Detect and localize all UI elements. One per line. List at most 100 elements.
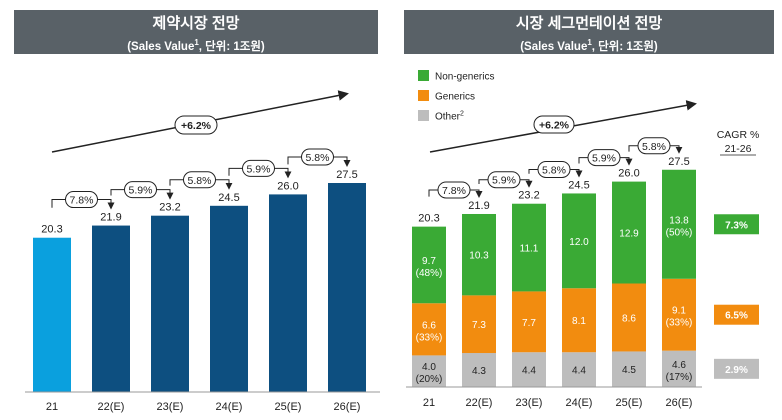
growth-label-pill bbox=[65, 191, 98, 209]
stacked-segment bbox=[512, 291, 546, 353]
right-stacked-bar-chart: Non-genericsGenericsOther24.0(20%)6.6(33… bbox=[406, 70, 760, 409]
segment-value-label: 4.4 bbox=[522, 366, 536, 377]
growth-label: 7.8% bbox=[442, 185, 466, 197]
growth-label: 5.8% bbox=[542, 164, 566, 176]
right-chart-subtitle: (Sales Value1, 단위: 1조원) bbox=[520, 38, 658, 53]
segment-share-label: (48%) bbox=[416, 268, 443, 279]
stacked-segment bbox=[462, 213, 496, 296]
cagr-pill bbox=[174, 115, 218, 135]
segment-value-label: 9.7 bbox=[422, 256, 436, 267]
x-tick-label: 23(E) bbox=[516, 397, 543, 409]
stacked-segment bbox=[512, 203, 546, 292]
segment-value-label: 4.3 bbox=[472, 366, 486, 377]
x-tick-label: 22(E) bbox=[466, 397, 493, 409]
x-tick-label: 24(E) bbox=[216, 401, 243, 413]
left-chart-subtitle: (Sales Value1, 단위: 1조원) bbox=[127, 38, 265, 53]
growth-label-pill bbox=[301, 148, 334, 166]
growth-label-pill bbox=[637, 137, 671, 155]
x-tick-label: 22(E) bbox=[98, 401, 125, 413]
cagr-value: 7.3% bbox=[725, 220, 748, 231]
bar bbox=[92, 225, 130, 392]
growth-label-pill bbox=[537, 160, 571, 178]
cagr-value-box bbox=[714, 358, 759, 379]
segment-value-label: 9.1 bbox=[672, 306, 686, 317]
bar-total-label: 21.9 bbox=[468, 200, 489, 212]
growth-label: 5.8% bbox=[306, 152, 330, 164]
x-tick-label: 26(E) bbox=[334, 401, 361, 413]
stacked-segment bbox=[562, 193, 596, 289]
stacked-segment bbox=[662, 350, 696, 387]
stacked-segment bbox=[662, 169, 696, 279]
segment-share-label: (17%) bbox=[666, 372, 693, 383]
stacked-segment bbox=[462, 295, 496, 354]
bar-value-label: 21.9 bbox=[100, 212, 121, 224]
left-chart-panel: 제약시장 전망 (Sales Value1, 단위: 1조원) 20.3 21 21… bbox=[14, 10, 380, 413]
stacked-segment bbox=[512, 352, 546, 387]
growth-label-pill bbox=[242, 159, 275, 177]
segment-value-label: 6.6 bbox=[422, 320, 436, 331]
growth-label: 5.8% bbox=[642, 141, 666, 153]
segment-value-label: 12.0 bbox=[569, 237, 589, 248]
segment-value-label: 4.4 bbox=[572, 366, 586, 377]
stacked-segment bbox=[412, 355, 446, 387]
right-chart-title: 시장 세그먼테이션 전망 bbox=[515, 15, 663, 32]
growth-label: 5.9% bbox=[129, 185, 153, 197]
bar-total-label: 23.2 bbox=[518, 190, 539, 202]
growth-label: 5.9% bbox=[492, 175, 516, 187]
stacked-segment bbox=[662, 278, 696, 351]
growth-label-pill bbox=[124, 181, 157, 199]
legend-swatch bbox=[418, 110, 429, 121]
bar-total-label: 27.5 bbox=[668, 156, 689, 168]
cagr-pill bbox=[533, 115, 575, 134]
growth-label-pill bbox=[487, 171, 521, 189]
segment-value-label: 10.3 bbox=[469, 251, 489, 262]
segment-value-label: 4.5 bbox=[622, 365, 636, 376]
segment-value-label: 13.8 bbox=[669, 215, 689, 226]
x-tick-label: 23(E) bbox=[157, 401, 184, 413]
segment-share-label: (33%) bbox=[416, 332, 443, 343]
stacked-segment bbox=[612, 283, 646, 352]
segment-value-label: 8.6 bbox=[622, 313, 636, 324]
bar-value-label: 20.3 bbox=[41, 224, 62, 236]
cagr-label: +6.2% bbox=[539, 120, 570, 132]
stacked-segment bbox=[562, 288, 596, 353]
left-chart-title: 제약시장 전망 bbox=[152, 15, 240, 32]
growth-label: 5.9% bbox=[247, 163, 271, 175]
stacked-segment bbox=[612, 351, 646, 387]
segment-share-label: (33%) bbox=[666, 318, 693, 329]
legend-entry: Other2 bbox=[435, 111, 464, 123]
bar-value-label: 23.2 bbox=[159, 202, 180, 214]
stacked-segment bbox=[612, 181, 646, 284]
growth-label: 5.8% bbox=[188, 175, 212, 187]
bar bbox=[33, 237, 71, 392]
segment-value-label: 4.6 bbox=[672, 360, 686, 371]
segment-value-label: 7.7 bbox=[522, 318, 536, 329]
cagr-value-box bbox=[714, 304, 759, 325]
segment-value-label: 7.3 bbox=[472, 320, 486, 331]
x-tick-label: 26(E) bbox=[666, 397, 693, 409]
segment-value-label: 11.1 bbox=[520, 244, 539, 255]
bar-value-label: 27.5 bbox=[336, 169, 357, 181]
x-tick-label: 25(E) bbox=[616, 397, 643, 409]
bar bbox=[151, 215, 189, 392]
bar-value-label: 24.5 bbox=[218, 192, 239, 204]
cagr-label: +6.2% bbox=[181, 120, 212, 132]
cagr-value: 2.9% bbox=[725, 365, 748, 376]
left-title-bar: 제약시장 전망 (Sales Value1, 단위: 1조원) bbox=[14, 10, 378, 54]
growth-label: 5.9% bbox=[592, 153, 616, 165]
bar-value-label: 26.0 bbox=[277, 180, 298, 192]
growth-label-pill bbox=[587, 149, 621, 167]
cagr-value: 6.5% bbox=[725, 311, 748, 322]
legend-swatch bbox=[418, 90, 429, 101]
right-title-bar: 시장 세그먼테이션 전망 (Sales Value1, 단위: 1조원) bbox=[404, 10, 774, 54]
bar-total-label: 24.5 bbox=[568, 179, 589, 191]
legend-entry: Generics bbox=[435, 92, 475, 103]
bar-total-label: 20.3 bbox=[418, 213, 439, 225]
growth-label: 7.8% bbox=[70, 195, 94, 207]
cagr-header-label: CAGR % bbox=[717, 129, 760, 141]
segment-value-label: 8.1 bbox=[572, 316, 586, 327]
stacked-segment bbox=[562, 352, 596, 387]
growth-label-pill bbox=[437, 181, 471, 199]
growth-label-pill bbox=[183, 171, 216, 189]
segment-value-label: 4.0 bbox=[422, 362, 436, 373]
